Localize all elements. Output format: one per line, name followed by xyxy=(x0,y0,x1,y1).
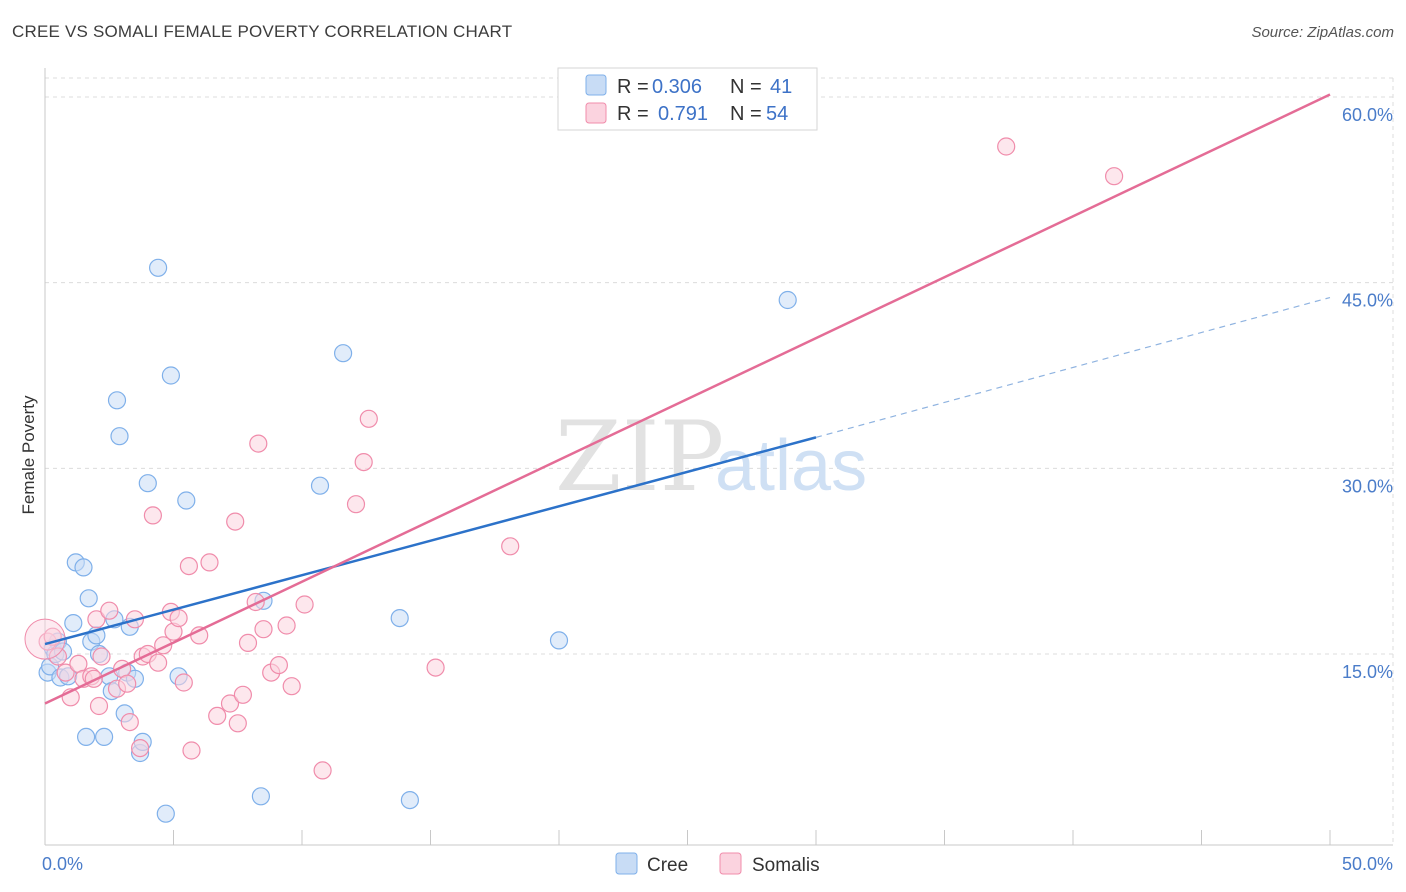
cree-point-20 xyxy=(107,391,127,410)
legend-n-label-cree: N = xyxy=(730,76,762,98)
cree-point-39 xyxy=(400,790,419,810)
somali-point-49 xyxy=(997,137,1016,156)
cree-point-34 xyxy=(251,787,270,806)
cree-point-28 xyxy=(138,474,157,493)
somali-point-32 xyxy=(228,714,247,733)
somali-point-13 xyxy=(118,674,137,693)
somali-point-30 xyxy=(220,694,240,713)
somali-trend-line xyxy=(44,93,1331,705)
bottom-legend-swatch-cree xyxy=(615,852,638,875)
somali-point-47 xyxy=(426,658,445,677)
cree-point-37 xyxy=(334,344,353,363)
chart-title: CREE VS SOMALI FEMALE POVERTY CORRELATIO… xyxy=(12,22,513,41)
source-label: Source: ZipAtlas.com xyxy=(1251,24,1394,41)
somali-point-34 xyxy=(238,633,258,653)
bottom-legend-somalis: Somalis xyxy=(752,855,820,876)
cree-point-8 xyxy=(64,613,83,633)
somali-point-42 xyxy=(295,595,314,614)
x-tick-label-50: 50.0% xyxy=(1342,854,1393,874)
somali-point-53 xyxy=(208,706,227,726)
cree-trend-line xyxy=(44,436,817,646)
legend-n-value-cree: 41 xyxy=(770,76,792,98)
legend: R = 0.306 N = 41 R = 0.791 N = 54 xyxy=(557,67,818,131)
cree-point-30 xyxy=(156,804,175,823)
y-tick-label-30: 30.0% xyxy=(1342,476,1393,496)
somali-point-46 xyxy=(359,409,378,428)
data-points xyxy=(24,137,1124,823)
cree-point-29 xyxy=(149,258,168,277)
somali-point-43 xyxy=(313,761,332,780)
somali-point-24 xyxy=(169,608,188,628)
somali-point-8 xyxy=(89,696,109,716)
somali-point-45 xyxy=(354,453,373,472)
trend-lines xyxy=(44,93,1331,705)
y-tick-label-60: 60.0% xyxy=(1342,105,1393,125)
somali-point-26 xyxy=(179,556,198,576)
cree-point-33 xyxy=(177,491,196,510)
somali-point-10 xyxy=(100,601,119,620)
somali-point-25 xyxy=(174,673,193,692)
somali-point-9 xyxy=(92,647,111,666)
watermark: ZIP atlas xyxy=(555,401,867,513)
legend-r-label-somali: R = xyxy=(617,103,649,125)
watermark-atlas: atlas xyxy=(715,426,867,506)
cree-point-21 xyxy=(110,427,129,446)
somali-point-19 xyxy=(143,506,162,525)
somali-point-50 xyxy=(1104,167,1124,186)
bottom-legend-cree: Cree xyxy=(647,855,688,876)
legend-r-value-somali: 0.791 xyxy=(658,103,708,125)
axes xyxy=(44,68,1393,846)
somali-point-37 xyxy=(254,620,273,639)
somali-point-39 xyxy=(269,655,288,675)
somali-point-48 xyxy=(501,537,520,556)
somali-point-29 xyxy=(200,553,219,572)
x-tick-label-0: 0.0% xyxy=(42,854,83,874)
somali-point-27 xyxy=(182,741,201,760)
cree-point-41 xyxy=(778,290,797,310)
somali-point-44 xyxy=(346,495,366,514)
somali-point-14 xyxy=(120,712,139,732)
somali-point-41 xyxy=(282,677,301,696)
cree-point-31 xyxy=(161,366,180,385)
somali-point-7 xyxy=(87,610,106,629)
watermark-zip: ZIP xyxy=(555,401,724,513)
somali-point-16 xyxy=(131,738,150,758)
cree-trend-extension xyxy=(815,296,1331,438)
legend-r-label-cree: R = xyxy=(617,76,649,98)
cree-point-40 xyxy=(549,631,569,650)
somali-point-40 xyxy=(277,616,296,635)
somali-point-20 xyxy=(149,653,168,672)
somali-point-1 xyxy=(48,647,68,666)
cree-point-38 xyxy=(390,608,409,628)
legend-swatch-somali xyxy=(585,102,607,124)
legend-n-label-somali: N = xyxy=(730,103,762,125)
tick-labels: 15.0% 30.0% 45.0% 60.0% 0.0% 50.0% xyxy=(42,105,1393,874)
cree-point-11 xyxy=(76,727,96,747)
somali-point-31 xyxy=(226,512,245,531)
legend-n-value-somali: 54 xyxy=(766,103,788,125)
legend-r-value-cree: 0.306 xyxy=(652,76,702,98)
cree-point-10 xyxy=(74,558,93,577)
cree-point-12 xyxy=(79,589,98,608)
cree-point-16 xyxy=(94,727,114,747)
y-tick-label-45: 45.0% xyxy=(1342,291,1393,311)
somali-point-36 xyxy=(249,434,268,453)
somali-point-2 xyxy=(56,663,75,682)
bottom-legend: Cree Somalis xyxy=(615,852,820,876)
bottom-legend-swatch-somali xyxy=(719,852,742,875)
cree-point-36 xyxy=(310,476,330,495)
y-tick-label-15: 15.0% xyxy=(1342,662,1393,682)
y-axis-label: Female Poverty xyxy=(19,395,38,515)
legend-swatch-cree xyxy=(585,74,607,96)
somali-point-33 xyxy=(233,685,252,704)
